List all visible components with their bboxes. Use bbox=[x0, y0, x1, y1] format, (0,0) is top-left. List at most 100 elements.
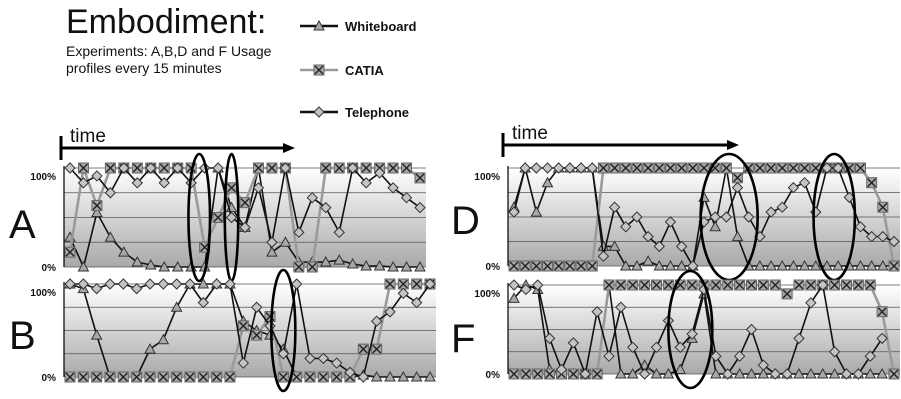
data-point bbox=[734, 279, 746, 291]
data-point bbox=[876, 259, 889, 271]
data-point bbox=[620, 162, 632, 174]
data-point bbox=[864, 350, 876, 362]
data-point bbox=[252, 162, 264, 174]
data-point bbox=[627, 279, 639, 291]
data-point bbox=[346, 162, 359, 174]
legend-label: Whiteboard bbox=[345, 19, 417, 34]
data-point bbox=[674, 363, 687, 375]
data-point bbox=[291, 371, 303, 383]
data-point bbox=[733, 350, 746, 362]
data-point bbox=[544, 368, 556, 380]
data-point bbox=[615, 301, 627, 313]
data-point bbox=[212, 212, 224, 223]
data-point bbox=[171, 371, 183, 383]
data-point bbox=[832, 259, 844, 271]
data-point bbox=[414, 260, 426, 272]
data-point bbox=[520, 283, 532, 296]
data-point bbox=[793, 332, 805, 345]
data-point bbox=[373, 167, 386, 179]
data-point bbox=[781, 368, 793, 380]
data-point bbox=[508, 260, 520, 272]
data-point bbox=[888, 260, 900, 272]
data-point bbox=[131, 371, 143, 383]
legend-label: CATIA bbox=[345, 63, 384, 78]
data-point bbox=[224, 278, 236, 290]
data-point bbox=[530, 260, 542, 272]
data-point bbox=[424, 370, 436, 382]
data-point bbox=[77, 260, 90, 272]
data-point bbox=[77, 371, 89, 383]
data-point bbox=[400, 260, 413, 272]
data-point bbox=[731, 181, 744, 194]
data-point bbox=[77, 278, 90, 290]
time-label: time bbox=[70, 126, 106, 147]
data-point bbox=[888, 368, 900, 380]
data-point bbox=[816, 367, 829, 379]
panel-label: A bbox=[9, 203, 36, 247]
data-point bbox=[118, 162, 130, 174]
data-point bbox=[722, 368, 734, 380]
data-point bbox=[373, 259, 386, 271]
data-point bbox=[333, 162, 345, 174]
y-tick-label: 0% bbox=[42, 263, 57, 274]
data-point bbox=[304, 371, 316, 383]
legend-item-telephone: Telephone bbox=[300, 105, 409, 120]
data-point bbox=[866, 177, 878, 189]
data-point bbox=[828, 346, 841, 358]
data-point bbox=[90, 282, 103, 295]
time-arrow-right: time bbox=[501, 123, 739, 157]
data-point bbox=[709, 220, 722, 232]
data-point bbox=[675, 240, 688, 253]
data-point bbox=[631, 162, 643, 174]
data-point bbox=[158, 260, 171, 272]
data-point bbox=[597, 162, 609, 174]
legend-marker bbox=[313, 64, 325, 76]
data-point bbox=[852, 279, 864, 291]
data-point bbox=[239, 221, 251, 234]
data-point bbox=[197, 371, 209, 383]
data-point bbox=[664, 216, 677, 228]
data-point bbox=[91, 200, 103, 212]
data-point bbox=[597, 250, 610, 262]
data-point bbox=[674, 341, 686, 354]
series-telephone bbox=[508, 162, 900, 272]
data-point bbox=[91, 170, 103, 182]
data-point bbox=[653, 259, 666, 271]
data-point bbox=[530, 206, 543, 217]
data-point bbox=[64, 246, 76, 258]
data-point bbox=[841, 279, 852, 291]
data-point bbox=[877, 230, 889, 243]
data-point bbox=[384, 306, 396, 318]
data-point bbox=[237, 357, 250, 369]
data-point bbox=[170, 278, 183, 290]
data-point bbox=[650, 341, 663, 354]
data-point bbox=[638, 368, 651, 380]
data-point bbox=[720, 211, 733, 223]
data-point bbox=[387, 162, 399, 174]
data-point bbox=[508, 292, 520, 303]
data-point bbox=[627, 341, 639, 354]
data-point bbox=[520, 368, 532, 380]
data-point bbox=[508, 206, 520, 218]
data-point bbox=[686, 279, 698, 291]
data-point bbox=[609, 162, 621, 174]
data-point bbox=[104, 231, 117, 242]
data-point bbox=[77, 177, 90, 189]
data-point bbox=[865, 230, 878, 243]
series-line bbox=[70, 283, 431, 378]
panel-label: F bbox=[451, 317, 475, 361]
data-point bbox=[414, 172, 426, 184]
data-point bbox=[805, 279, 817, 291]
y-tick-label: 0% bbox=[42, 373, 57, 384]
data-point bbox=[330, 357, 343, 369]
data-point bbox=[320, 201, 332, 214]
data-point bbox=[662, 367, 675, 379]
data-point bbox=[171, 162, 184, 174]
data-point bbox=[266, 162, 278, 174]
data-point bbox=[776, 162, 788, 174]
data-point bbox=[653, 162, 665, 174]
data-point bbox=[626, 367, 639, 379]
time-label: time bbox=[512, 123, 548, 144]
data-point bbox=[266, 246, 278, 257]
data-point bbox=[631, 211, 643, 223]
